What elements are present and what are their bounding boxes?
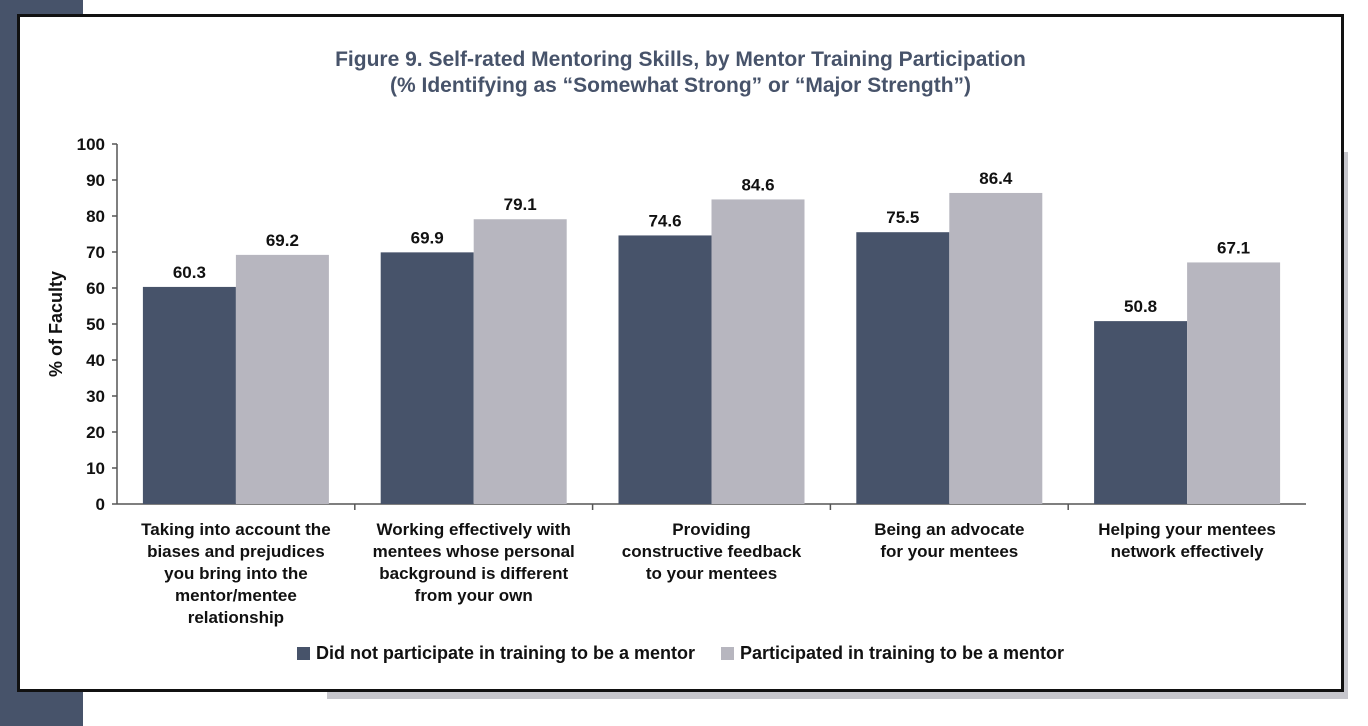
category-label-line: relationship (188, 608, 284, 627)
data-label: 60.3 (173, 263, 206, 282)
category-label-line: Providing (672, 520, 750, 539)
chart-subtitle: (% Identifying as “Somewhat Strong” or “… (389, 74, 972, 97)
category-label-line: Working effectively with (377, 520, 571, 539)
category-label-line: mentees whose personal (373, 542, 575, 561)
data-label: 86.4 (979, 169, 1013, 188)
bar (1187, 262, 1281, 504)
legend-label-no-training: Did not participate in training to be a … (315, 643, 695, 663)
category-label-line: constructive feedback (622, 542, 802, 561)
category-label: Working effectively with mentees whose pe… (373, 520, 575, 605)
y-tick-label: 70 (86, 243, 105, 262)
y-axis-label: % of Faculty (46, 271, 66, 377)
legend-swatch-training (720, 647, 734, 660)
legend-item-no-training: Did not participate in training to be a … (296, 643, 695, 664)
data-label: 67.1 (1217, 238, 1250, 257)
bar (380, 252, 474, 504)
category-label-line: mentor/mentee (175, 586, 297, 605)
category-label-line: network effectively (1111, 542, 1265, 561)
chart-title: Figure 9. Self-rated Mentoring Skills, b… (335, 48, 1026, 71)
category-label-line: to your mentees (646, 564, 777, 583)
data-label: 79.1 (504, 195, 537, 214)
bar (473, 219, 567, 505)
category-label-line: you bring into the (164, 564, 308, 583)
category-label-line: Helping your mentees (1098, 520, 1276, 539)
category-label: Providing constructive feedback to your me… (622, 520, 802, 583)
bar (618, 235, 712, 504)
y-tick-label: 20 (86, 423, 105, 442)
category-label: Taking into account the biases and prejud… (141, 520, 331, 627)
bar (235, 254, 329, 504)
y-tick-label: 40 (86, 351, 105, 370)
y-tick-label: 60 (86, 279, 105, 298)
data-label: 69.2 (266, 231, 299, 250)
data-label: 74.6 (648, 211, 681, 230)
legend-item-training: Participated in training to be a mentor (720, 643, 1065, 664)
data-label: 69.9 (411, 228, 444, 247)
category-label: Being an advocate for your mentees (874, 520, 1024, 561)
category-label-line: from your own (415, 586, 533, 605)
bar (856, 232, 950, 504)
y-tick-label: 30 (86, 387, 105, 406)
category-label-line: biases and prejudices (147, 542, 325, 561)
y-tick-label: 90 (86, 171, 105, 190)
y-tick-label: 100 (77, 135, 105, 154)
figure-frame: Figure 9. Self-rated Mentoring Skills, b… (17, 14, 1344, 692)
y-tick-label: 10 (86, 459, 105, 478)
category-label: Helping your mentees network effectively (1098, 520, 1276, 561)
bar-chart: 0 10 20 30 40 50 60 70 80 90 100 % of Faculty 60.3 69… (46, 135, 1306, 627)
bar (949, 192, 1043, 504)
legend: Did not participate in training to be a … (20, 643, 1341, 664)
bar (142, 286, 236, 504)
bar (711, 199, 805, 504)
legend-label-training: Participated in training to be a mentor (739, 643, 1065, 663)
category-label-line: for your mentees (880, 542, 1018, 561)
category-label-line: Being an advocate (874, 520, 1024, 539)
y-tick-label: 80 (86, 207, 105, 226)
category-label-line: background is different (379, 564, 568, 583)
data-label: 84.6 (741, 175, 774, 194)
y-tick-label: 0 (96, 495, 105, 514)
data-label: 75.5 (886, 208, 919, 227)
data-label: 50.8 (1124, 297, 1157, 316)
y-tick-label: 50 (86, 315, 105, 334)
category-label-line: Taking into account the (141, 520, 331, 539)
bar (1094, 321, 1188, 504)
legend-swatch-no-training (296, 647, 310, 660)
